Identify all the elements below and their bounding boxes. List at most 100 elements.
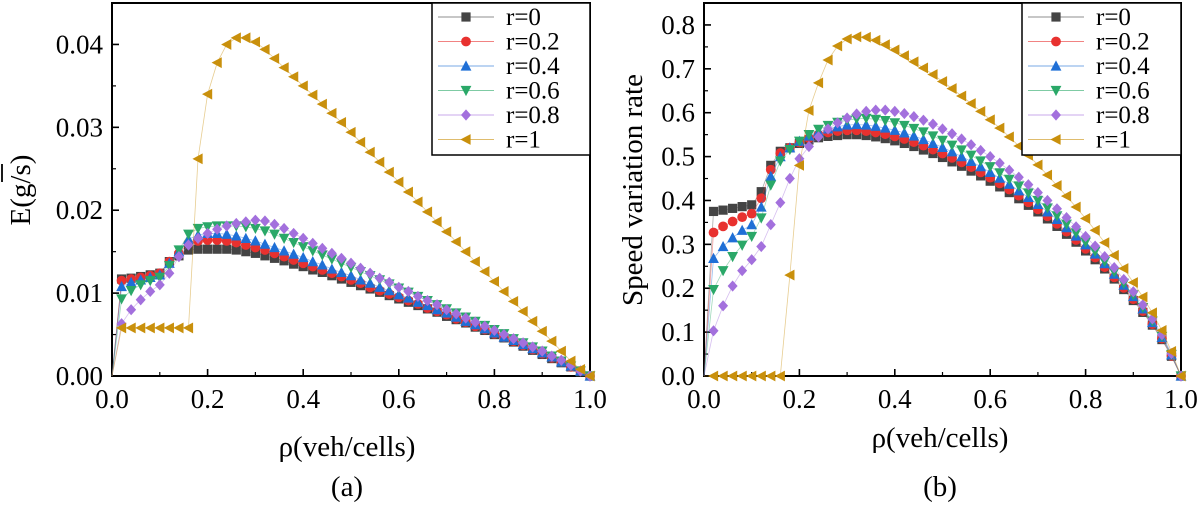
- data-point: [718, 300, 729, 312]
- data-point: [555, 345, 566, 357]
- data-point: [336, 266, 347, 277]
- data-point: [307, 89, 318, 101]
- legend: r=0r=0.2r=0.4r=0.6r=0.8r=1: [1021, 2, 1182, 156]
- data-point: [230, 230, 242, 241]
- data-point: [727, 232, 739, 243]
- legend-marker: [1051, 12, 1061, 22]
- data-point: [221, 220, 232, 232]
- data-point: [364, 277, 376, 288]
- data-point: [917, 62, 929, 74]
- data-point: [898, 50, 909, 62]
- data-point: [756, 193, 767, 204]
- data-point: [1109, 262, 1120, 274]
- data-point: [164, 267, 175, 279]
- data-point: [565, 355, 576, 367]
- data-point: [880, 104, 891, 116]
- legend-box: [431, 2, 591, 156]
- x-tick-label: 0.4: [286, 384, 320, 414]
- data-point: [1137, 299, 1148, 311]
- data-point: [268, 53, 280, 64]
- data-point: [879, 116, 891, 127]
- data-point: [432, 299, 443, 311]
- data-point: [183, 239, 194, 251]
- legend-label: r=0.8: [506, 102, 560, 129]
- data-point: [470, 316, 481, 328]
- legend-item: r=0.2: [438, 29, 560, 56]
- data-point: [708, 284, 719, 296]
- data-point: [192, 153, 203, 165]
- data-point: [193, 244, 203, 254]
- data-point: [154, 279, 165, 291]
- legend-label: r=0: [506, 4, 541, 31]
- data-point: [1013, 171, 1024, 183]
- data-point: [1071, 221, 1082, 233]
- data-point: [965, 155, 977, 167]
- data-point: [736, 240, 748, 251]
- data-point: [231, 217, 242, 230]
- data-point: [794, 136, 805, 147]
- data-point: [1089, 246, 1101, 257]
- x-tick-label: 0.6: [973, 384, 1007, 414]
- data-point: [335, 116, 347, 128]
- data-point: [222, 244, 232, 254]
- legend-label: r=0: [1096, 4, 1131, 31]
- data-point: [193, 232, 204, 245]
- data-point: [269, 241, 280, 253]
- data-point: [955, 90, 967, 102]
- data-point: [879, 122, 891, 133]
- data-point: [441, 304, 452, 316]
- data-point: [355, 274, 366, 285]
- data-point: [212, 223, 223, 235]
- data-point: [1042, 194, 1053, 207]
- legend-marker: [1051, 36, 1061, 47]
- y-tick-label: 0.03: [56, 112, 103, 142]
- data-point: [851, 31, 862, 43]
- data-point: [365, 267, 376, 279]
- data-point: [316, 250, 328, 261]
- data-point: [1089, 224, 1100, 236]
- data-point: [125, 322, 136, 334]
- data-point: [116, 318, 127, 330]
- data-point: [765, 219, 776, 231]
- data-point: [889, 44, 900, 56]
- data-point: [1118, 273, 1129, 286]
- data-point: [346, 257, 356, 269]
- legend-marker: [460, 60, 472, 71]
- data-point: [1080, 237, 1091, 248]
- data-point: [918, 114, 929, 126]
- data-point: [965, 150, 977, 161]
- data-point: [1032, 195, 1044, 207]
- data-point: [403, 285, 414, 298]
- data-point: [154, 322, 165, 334]
- data-point: [803, 140, 814, 153]
- data-point: [135, 294, 146, 306]
- data-point: [288, 71, 299, 83]
- data-point: [879, 39, 890, 51]
- data-point: [994, 122, 1005, 134]
- legend-item: r=0.4: [438, 53, 560, 80]
- data-point: [374, 272, 385, 284]
- legend-label: r=0.4: [506, 53, 560, 80]
- data-point: [393, 281, 404, 293]
- data-point: [842, 112, 853, 124]
- data-point: [144, 276, 156, 287]
- data-point: [937, 135, 948, 146]
- data-point: [259, 226, 271, 237]
- data-point: [956, 150, 967, 162]
- data-point: [1146, 307, 1157, 319]
- data-point: [1051, 211, 1063, 222]
- data-point: [316, 259, 328, 270]
- data-point: [1023, 179, 1034, 191]
- data-point: [508, 333, 519, 345]
- data-point: [717, 266, 729, 277]
- data-point: [460, 246, 471, 258]
- data-point: [831, 40, 843, 52]
- data-point: [182, 322, 194, 334]
- legend-marker: [461, 36, 471, 47]
- data-point: [946, 146, 958, 157]
- legend-label: r=1: [1096, 127, 1131, 154]
- data-point: [1032, 159, 1043, 171]
- data-point: [374, 281, 386, 292]
- data-point: [774, 156, 786, 167]
- legend: r=0r=0.2r=0.4r=0.6r=0.8r=1: [431, 2, 591, 156]
